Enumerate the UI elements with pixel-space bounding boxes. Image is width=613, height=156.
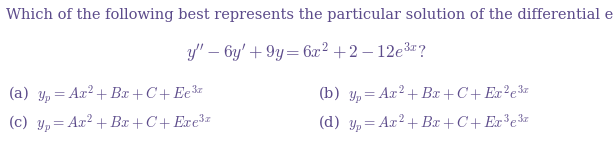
Text: (d)  $y_p = Ax^2 + Bx + C + Ex^3e^{3x}$: (d) $y_p = Ax^2 + Bx + C + Ex^3e^{3x}$ [318, 113, 530, 135]
Text: (b)  $y_p = Ax^2 + Bx + C + Ex^2e^{3x}$: (b) $y_p = Ax^2 + Bx + C + Ex^2e^{3x}$ [318, 84, 530, 106]
Text: $y'' - 6y' + 9y = 6x^2 + 2 - 12e^{3x}?$: $y'' - 6y' + 9y = 6x^2 + 2 - 12e^{3x}?$ [186, 41, 427, 65]
Text: (a)  $y_p = Ax^2 + Bx + C + Ee^{3x}$: (a) $y_p = Ax^2 + Bx + C + Ee^{3x}$ [8, 84, 204, 106]
Text: Which of the following best represents the particular solution of the differenti: Which of the following best represents t… [6, 8, 613, 22]
Text: (c)  $y_p = Ax^2 + Bx + C + Exe^{3x}$: (c) $y_p = Ax^2 + Bx + C + Exe^{3x}$ [8, 113, 211, 135]
